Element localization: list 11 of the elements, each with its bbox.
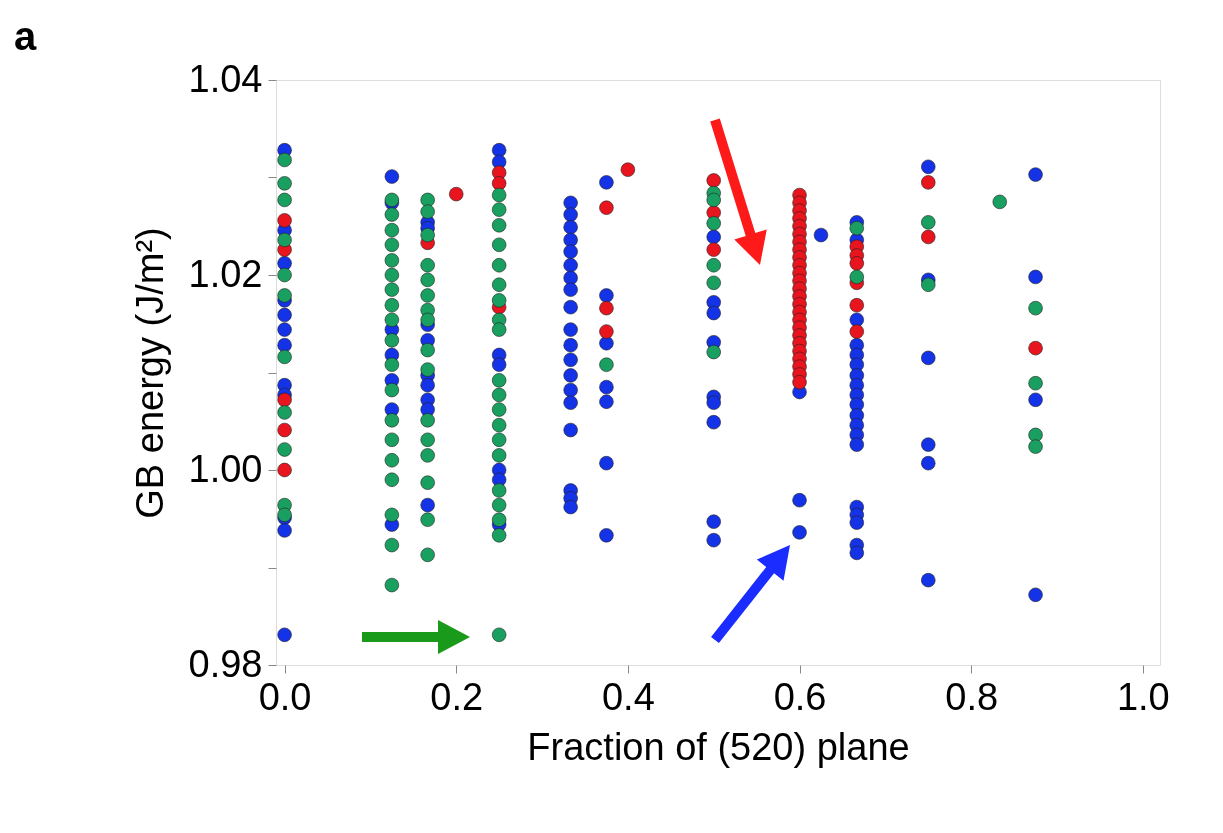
y-axis-title: GB energy (J/m²) (128, 227, 171, 519)
x-axis-title: Fraction of (520) plane (527, 725, 910, 768)
y-tick-label: 1.04 (188, 57, 263, 100)
x-tick-label: 0.8 (945, 675, 999, 718)
x-tick-label: 0.4 (601, 675, 655, 718)
x-tick-label: 1.0 (1116, 675, 1170, 718)
x-tick-label: 0.2 (430, 675, 484, 718)
y-tick-label: 1.02 (188, 252, 263, 295)
x-tick-label: 0.6 (773, 675, 827, 718)
text: a (14, 14, 37, 58)
y-tick-label: 1.00 (188, 447, 263, 490)
